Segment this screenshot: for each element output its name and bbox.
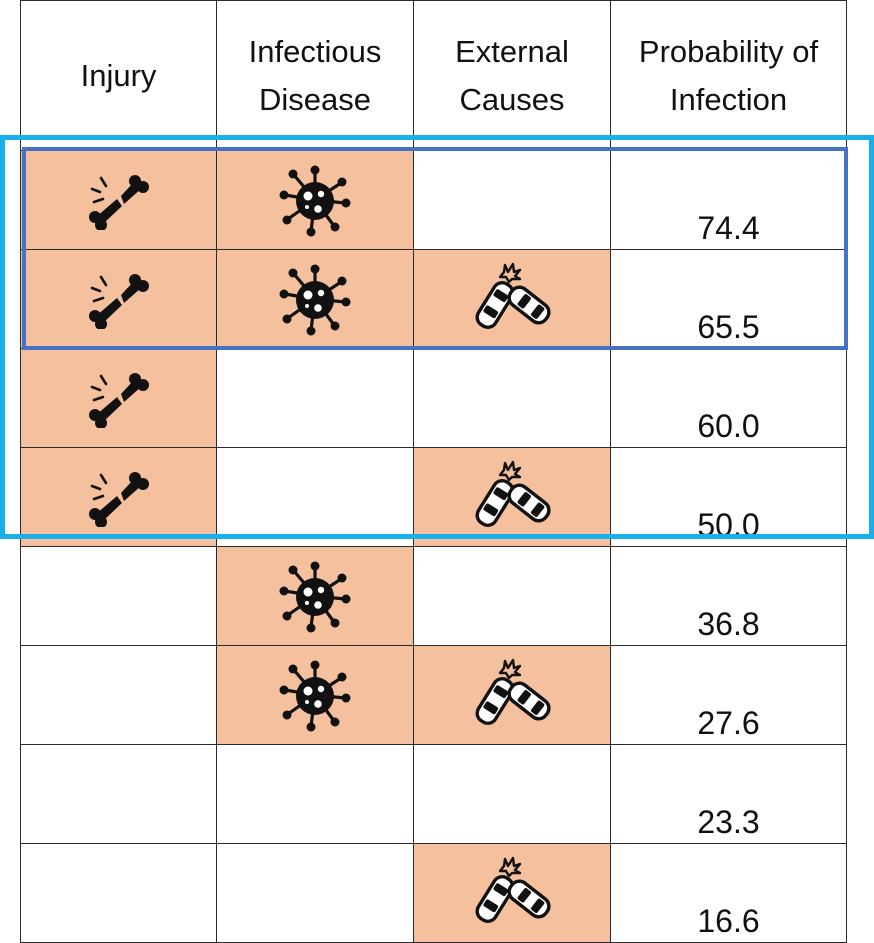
cell-probability: 65.5 (610, 249, 847, 349)
broken-bone-icon (21, 467, 216, 527)
table-row: 36.8 (20, 546, 847, 646)
cell-external-causes (413, 249, 611, 349)
cell-infectious-disease (216, 348, 414, 448)
table-body: 74.4 65.5 60.0 50.0 36.8 27.6 23.3 16.6 (20, 150, 847, 943)
cell-external-causes (413, 546, 611, 646)
cell-probability: 60.0 (610, 348, 847, 448)
cell-infectious-disease (216, 249, 414, 349)
header-injury: Injury (20, 0, 217, 151)
broken-bone-icon (21, 368, 216, 428)
cell-injury (20, 744, 217, 844)
table-row: 23.3 (20, 744, 847, 844)
cell-infectious-disease (216, 843, 414, 943)
cell-injury (20, 249, 217, 349)
cell-probability: 74.4 (610, 150, 847, 250)
cell-external-causes (413, 150, 611, 250)
cell-injury (20, 645, 217, 745)
header-probability: Probability of Infection (610, 0, 847, 151)
virus-icon (217, 163, 413, 237)
table-row: 60.0 (20, 348, 847, 448)
table-row: 27.6 (20, 645, 847, 745)
broken-bone-icon (21, 170, 216, 230)
cell-external-causes (413, 447, 611, 547)
virus-icon (217, 559, 413, 633)
cell-probability: 50.0 (610, 447, 847, 547)
cell-external-causes (413, 348, 611, 448)
cell-probability: 23.3 (610, 744, 847, 844)
cell-injury (20, 150, 217, 250)
header-row: Injury Infectious Disease External Cause… (20, 0, 847, 151)
broken-bone-icon (21, 269, 216, 329)
cell-external-causes (413, 843, 611, 943)
table-row: 16.6 (20, 843, 847, 943)
cell-external-causes (413, 645, 611, 745)
cell-probability: 36.8 (610, 546, 847, 646)
header-infectious-disease: Infectious Disease (216, 0, 414, 151)
car-crash-icon (414, 261, 610, 337)
cell-injury (20, 348, 217, 448)
cell-infectious-disease (216, 744, 414, 844)
table-row: 50.0 (20, 447, 847, 547)
header-external-causes: External Causes (413, 0, 611, 151)
cell-infectious-disease (216, 150, 414, 250)
car-crash-icon (414, 459, 610, 535)
table-row: 74.4 (20, 150, 847, 250)
table-row: 65.5 (20, 249, 847, 349)
virus-icon (217, 262, 413, 336)
car-crash-icon (414, 657, 610, 733)
cell-probability: 16.6 (610, 843, 847, 943)
cell-external-causes (413, 744, 611, 844)
cell-infectious-disease (216, 645, 414, 745)
virus-icon (217, 658, 413, 732)
car-crash-icon (414, 855, 610, 931)
probability-table: Injury Infectious Disease External Cause… (20, 0, 847, 943)
cell-injury (20, 447, 217, 547)
cell-injury (20, 546, 217, 646)
cell-injury (20, 843, 217, 943)
cell-infectious-disease (216, 447, 414, 547)
cell-probability: 27.6 (610, 645, 847, 745)
cell-infectious-disease (216, 546, 414, 646)
